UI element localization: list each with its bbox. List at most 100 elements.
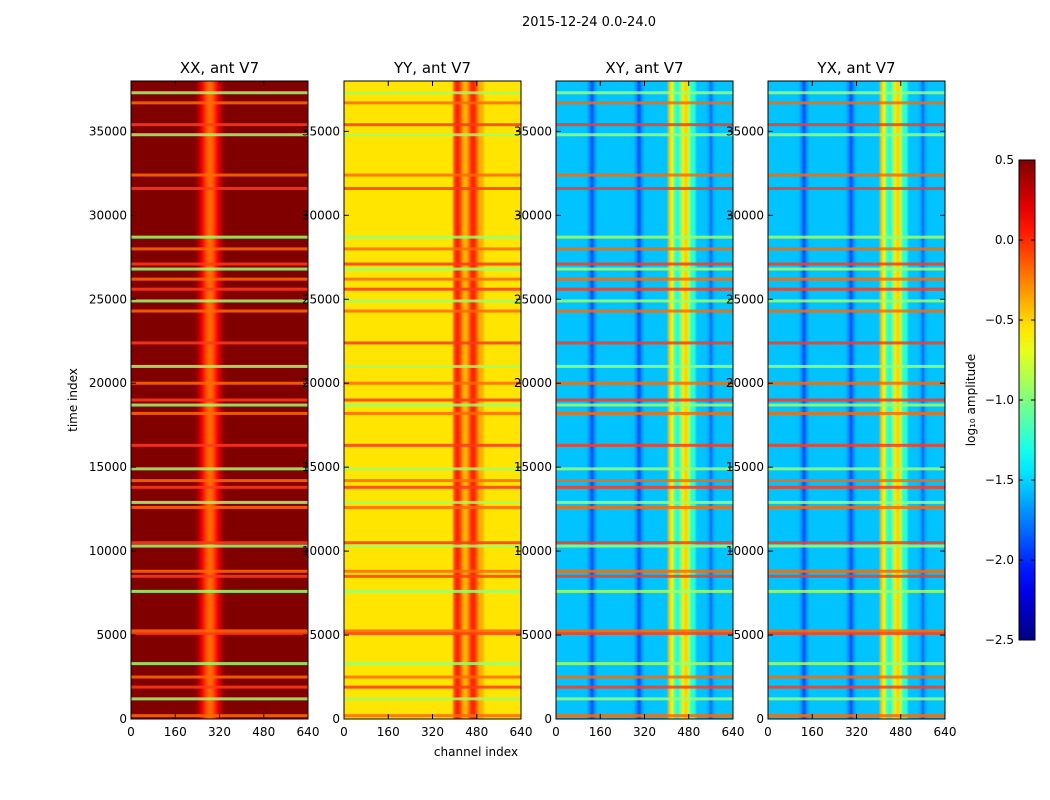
flag-row — [344, 309, 521, 313]
flag-row — [344, 403, 521, 407]
flag-row — [344, 629, 521, 633]
flag-row — [556, 91, 733, 95]
flag-row — [344, 574, 521, 578]
flag-row — [344, 685, 521, 689]
flag-row — [556, 589, 733, 593]
colorbar-tick-label: −2.5 — [985, 633, 1014, 647]
y-tick-label: 25000 — [726, 292, 764, 306]
flag-row — [768, 262, 945, 266]
flag-row — [344, 411, 521, 415]
flag-row — [768, 443, 945, 447]
flag-row — [556, 675, 733, 679]
flag-row — [768, 299, 945, 303]
flag-row — [768, 381, 945, 385]
y-tick-label: 5000 — [521, 628, 552, 642]
flag-row — [131, 629, 308, 633]
x-tick-label: 0 — [552, 725, 560, 739]
flag-row — [556, 500, 733, 504]
flag-row — [131, 235, 308, 239]
flag-row — [344, 133, 521, 137]
y-tick-label: 0 — [332, 712, 340, 726]
y-tick-label: 10000 — [514, 544, 552, 558]
flag-row — [768, 123, 945, 127]
flag-row — [556, 631, 733, 635]
x-tick-label: 0 — [127, 725, 135, 739]
flag-row — [131, 123, 308, 127]
flag-row — [768, 101, 945, 105]
x-tick-label: 320 — [633, 725, 656, 739]
flag-row — [344, 173, 521, 177]
flag-row — [556, 101, 733, 105]
heatmap-panel-4: YX, ant V7 0 160 320 480 640 0 5000 10000 15000 20… — [726, 59, 957, 739]
y-tick-label: 25000 — [302, 292, 340, 306]
y-tick-label: 15000 — [514, 460, 552, 474]
x-tick-label: 480 — [677, 725, 700, 739]
flag-row — [344, 186, 521, 190]
flag-row — [344, 101, 521, 105]
figure-suptitle: 2015-12-24 0.0-24.0 — [522, 15, 656, 30]
heatmap-panel-1: XX, ant V7 0 160 320 480 640 0 5000 10000 15000 20… — [89, 59, 320, 739]
flag-row — [344, 299, 521, 303]
y-tick-label: 25000 — [514, 292, 552, 306]
colorbar-tick-label: 0.0 — [995, 233, 1014, 247]
flag-row — [131, 675, 308, 679]
flag-row — [556, 247, 733, 251]
y-tick-label: 35000 — [302, 124, 340, 138]
heatmap-panels: XX, ant V7 0 160 320 480 640 0 5000 10000 15000 20… — [89, 59, 957, 739]
flag-row — [768, 91, 945, 95]
flag-row — [131, 631, 308, 635]
flag-row — [131, 398, 308, 402]
flag-row — [556, 662, 733, 666]
colorbar-gradient — [1019, 160, 1035, 640]
flag-row — [556, 541, 733, 545]
flag-row — [344, 123, 521, 127]
flag-row — [768, 277, 945, 281]
flag-row — [344, 235, 521, 239]
x-tick-label: 640 — [934, 725, 957, 739]
flag-row — [344, 91, 521, 95]
y-tick-label: 35000 — [726, 124, 764, 138]
flag-row — [131, 381, 308, 385]
flag-row — [344, 541, 521, 545]
x-tick-label: 320 — [845, 725, 868, 739]
flag-row — [556, 381, 733, 385]
colorbar: 0.5 0.0 −0.5 −1.0 −1.5 −2.0 −2.5 log₁₀ amplitud… — [964, 153, 1036, 647]
flag-row — [768, 133, 945, 137]
y-tick-label: 20000 — [514, 376, 552, 390]
flag-row — [344, 467, 521, 471]
flag-row — [131, 467, 308, 471]
flag-row — [131, 101, 308, 105]
y-tick-label: 20000 — [89, 376, 127, 390]
flag-row — [131, 262, 308, 266]
x-tick-label: 0 — [764, 725, 772, 739]
heatmap-panel-2: YY, ant V7 0 160 320 480 640 0 5000 10000 15000 20… — [302, 59, 533, 739]
flag-row — [556, 267, 733, 271]
flag-row — [768, 186, 945, 190]
flag-row — [131, 173, 308, 177]
flag-row — [556, 505, 733, 509]
flag-row — [344, 485, 521, 489]
flag-row — [556, 398, 733, 402]
y-tick-label: 5000 — [309, 628, 340, 642]
flag-row — [131, 91, 308, 95]
flag-row — [131, 541, 308, 545]
flag-row — [131, 479, 308, 483]
heatmap-panel-3: XY, ant V7 0 160 320 480 640 0 5000 10000 15000 20… — [514, 59, 745, 739]
flag-row — [768, 574, 945, 578]
y-tick-label: 10000 — [89, 544, 127, 558]
flag-row — [768, 403, 945, 407]
x-tick-label: 480 — [465, 725, 488, 739]
y-axis-label: time index — [66, 368, 80, 432]
flag-row — [556, 685, 733, 689]
flag-row — [768, 485, 945, 489]
x-tick-label: 160 — [801, 725, 824, 739]
x-tick-label: 640 — [722, 725, 745, 739]
flag-row — [556, 299, 733, 303]
flag-row — [131, 133, 308, 137]
flag-row — [768, 398, 945, 402]
flag-row — [768, 364, 945, 368]
flag-row — [556, 485, 733, 489]
flag-row — [556, 277, 733, 281]
x-tick-label: 320 — [208, 725, 231, 739]
flag-row — [344, 569, 521, 573]
